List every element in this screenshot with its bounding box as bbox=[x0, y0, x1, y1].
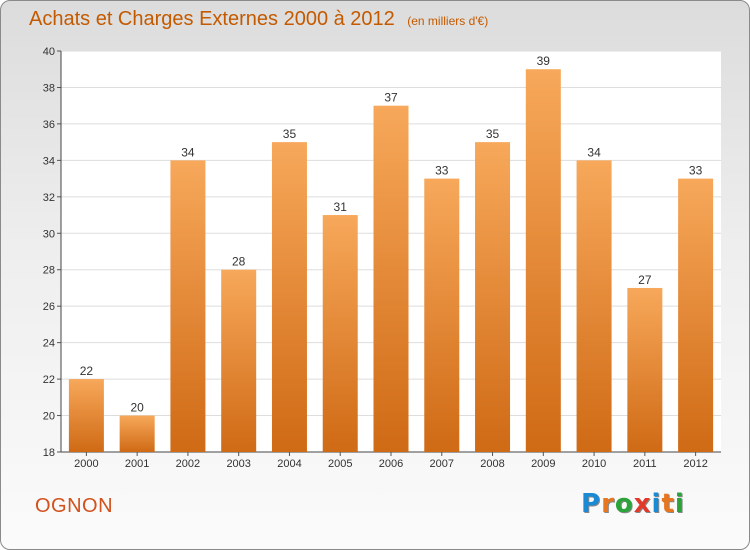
bar bbox=[475, 142, 511, 453]
bar bbox=[119, 415, 155, 452]
logo-letter: i bbox=[651, 489, 662, 519]
data-label: 28 bbox=[232, 255, 246, 269]
x-tick-label: 2004 bbox=[277, 458, 301, 470]
bar bbox=[373, 105, 409, 452]
data-label: 33 bbox=[435, 164, 449, 178]
x-tick-label: 2009 bbox=[531, 458, 555, 470]
x-tick-label: 2003 bbox=[226, 458, 250, 470]
x-tick-label: 2010 bbox=[582, 458, 606, 470]
y-tick-label: 18 bbox=[43, 447, 55, 459]
logo-letter: r bbox=[601, 489, 615, 519]
x-tick-label: 2000 bbox=[74, 458, 98, 470]
x-tick-label: 2008 bbox=[480, 458, 504, 470]
x-tick-label: 2007 bbox=[430, 458, 454, 470]
y-tick-label: 24 bbox=[43, 338, 55, 350]
logo-letter: t bbox=[661, 489, 675, 519]
x-tick-label: 2011 bbox=[633, 458, 657, 470]
data-label: 35 bbox=[283, 127, 297, 141]
data-label: 39 bbox=[537, 54, 551, 68]
data-label: 22 bbox=[80, 364, 94, 378]
x-tick-label: 2012 bbox=[683, 458, 707, 470]
x-tick-label: 2006 bbox=[379, 458, 403, 470]
bar bbox=[627, 287, 663, 452]
data-label: 34 bbox=[587, 145, 601, 159]
bar bbox=[525, 69, 561, 453]
data-label: 33 bbox=[689, 164, 703, 178]
x-tick-label: 2001 bbox=[125, 458, 149, 470]
y-tick-label: 26 bbox=[43, 301, 55, 313]
data-label: 31 bbox=[334, 200, 348, 214]
y-tick-label: 36 bbox=[43, 119, 55, 131]
bar bbox=[322, 215, 358, 452]
proxiti-logo: Proxiti bbox=[581, 489, 685, 519]
bar bbox=[576, 160, 612, 452]
title-row: Achats et Charges Externes 2000 à 2012 (… bbox=[29, 8, 488, 31]
y-tick-label: 22 bbox=[43, 374, 55, 386]
y-tick-label: 38 bbox=[43, 82, 55, 94]
logo-letter: P bbox=[581, 489, 602, 519]
y-tick-label: 40 bbox=[43, 46, 55, 58]
logo-letter: o bbox=[614, 489, 634, 519]
y-tick-label: 28 bbox=[43, 265, 55, 277]
commune-name: OGNON bbox=[35, 495, 114, 517]
logo-letter: i bbox=[674, 489, 685, 519]
bar bbox=[678, 178, 714, 452]
y-tick-label: 30 bbox=[43, 228, 55, 240]
data-label: 34 bbox=[181, 145, 195, 159]
bar bbox=[424, 178, 460, 452]
logo-letter: x bbox=[633, 489, 652, 519]
bar bbox=[271, 142, 307, 453]
x-tick-label: 2005 bbox=[328, 458, 352, 470]
data-label: 35 bbox=[486, 127, 500, 141]
chart-subtitle: (en milliers d'€) bbox=[407, 14, 489, 28]
data-label: 20 bbox=[130, 401, 144, 415]
bar bbox=[221, 269, 257, 452]
data-label: 27 bbox=[638, 273, 652, 287]
data-label: 37 bbox=[384, 91, 398, 105]
y-tick-label: 34 bbox=[43, 155, 55, 167]
x-tick-label: 2002 bbox=[176, 458, 200, 470]
bar bbox=[170, 160, 206, 452]
y-tick-label: 32 bbox=[43, 192, 55, 204]
y-tick-label: 20 bbox=[43, 411, 55, 423]
bar bbox=[68, 379, 104, 452]
chart-title: Achats et Charges Externes 2000 à 2012 bbox=[29, 8, 395, 30]
